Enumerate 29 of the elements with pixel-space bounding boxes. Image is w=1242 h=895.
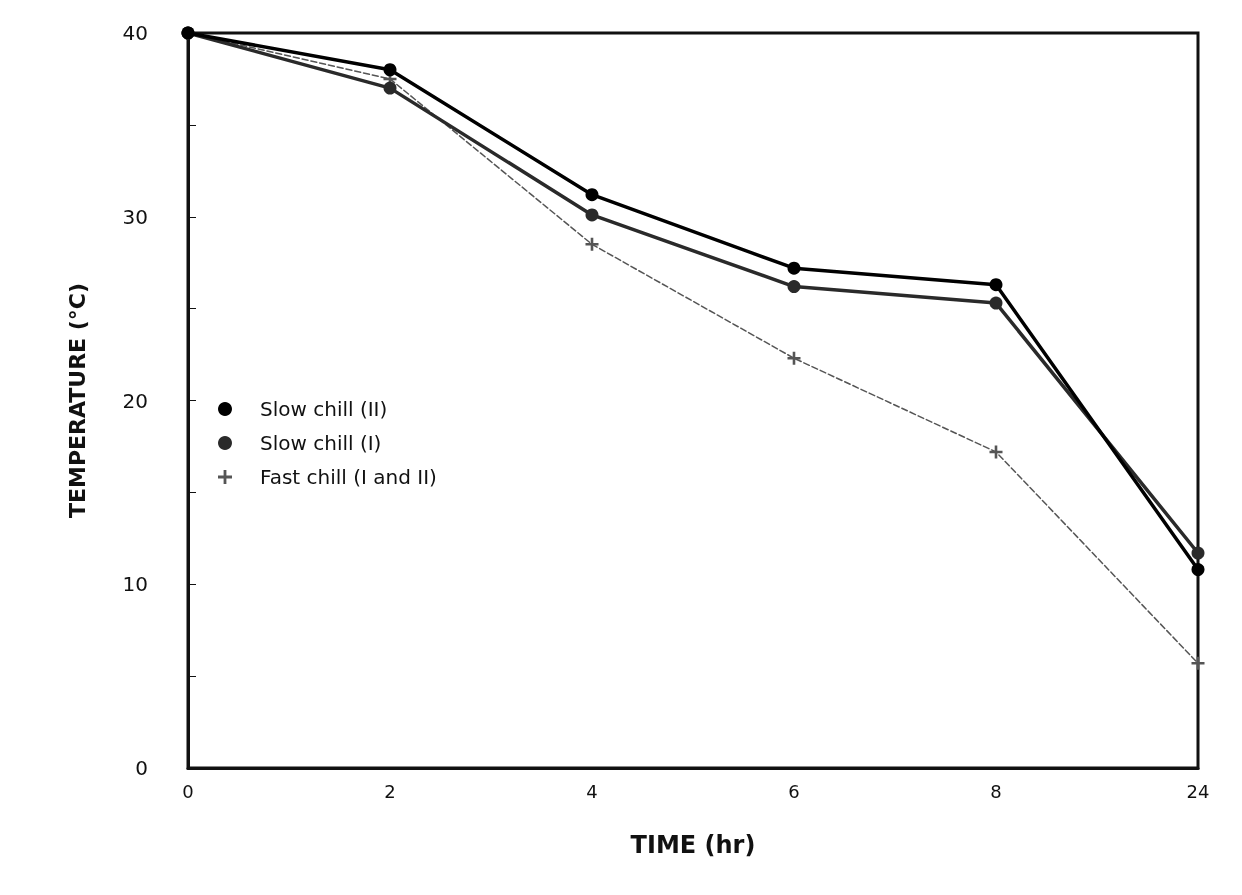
legend-label: Slow chill (I) (260, 431, 382, 455)
x-tick-label: 8 (990, 780, 1002, 802)
y-tick-label: 40 (122, 21, 148, 45)
y-axis-title: TEMPERATURE (°C) (64, 282, 90, 519)
point (1191, 546, 1205, 560)
point (383, 63, 397, 77)
x-tick-label: 2 (384, 780, 396, 802)
point (989, 278, 1003, 292)
x-tick-label: 0 (182, 780, 194, 802)
point (383, 81, 397, 95)
y-tick-label: 30 (122, 204, 148, 229)
point (787, 261, 801, 275)
x-tick-label: 4 (586, 780, 598, 802)
x-tick-label: 24 (1186, 780, 1210, 802)
y-tick-label: 0 (135, 756, 148, 780)
point (989, 296, 1003, 310)
y-tick-label: 10 (122, 572, 148, 597)
legend-label: Slow chill (II) (260, 397, 388, 421)
point (787, 351, 801, 365)
legend-label: Fast chill (I and II) (260, 465, 437, 489)
point (1191, 563, 1205, 577)
point (585, 208, 599, 222)
x-axis-title: TIME (hr) (630, 831, 756, 859)
y-tick-label: 20 (122, 388, 148, 413)
point (1191, 656, 1205, 670)
point (787, 280, 801, 294)
point (585, 237, 599, 251)
point (585, 188, 599, 202)
x-tick-label: 6 (788, 780, 800, 802)
